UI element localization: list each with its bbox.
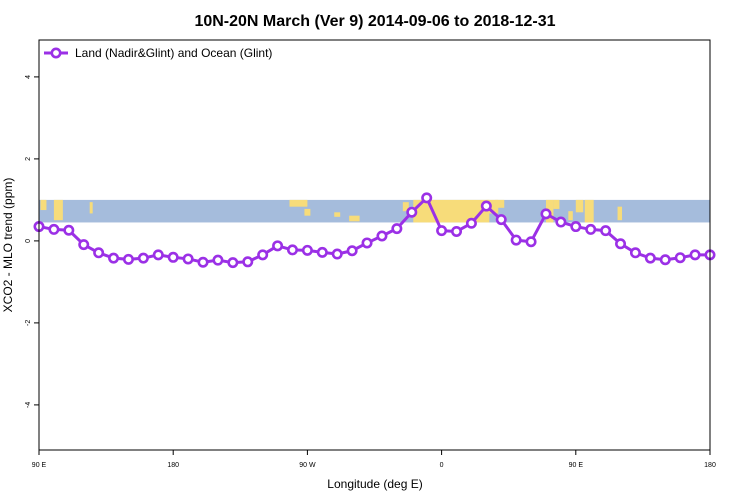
y-tick-label: -4 [25,402,32,408]
data-point [465,217,477,229]
data-point [63,224,75,236]
x-tick-label: 90 E [569,462,584,469]
data-point [257,249,269,261]
legend-label: Land (Nadir&Glint) and Ocean (Glint) [75,46,272,60]
land-patch [575,199,584,213]
data-point [406,206,418,218]
data-point [600,225,612,237]
data-point [510,234,522,246]
data-point [331,248,343,260]
data-point [659,254,671,266]
land-patch [304,208,311,216]
x-tick-label: 90 W [299,462,316,469]
data-point [555,216,567,228]
data-point [361,237,373,249]
data-point [212,254,224,266]
data-point [436,225,448,237]
land-patch [617,206,623,221]
data-point [376,230,388,242]
land-patch [495,199,505,208]
data-point [316,246,328,258]
axes: 90 E 180 90 W 0 90 E 180 -4 -2 0 2 4 [25,75,716,469]
data-point [286,244,298,256]
data-point [152,249,164,261]
series-line [38,196,710,265]
land-patch [349,215,360,222]
land-ocean-band [39,199,710,223]
data-point [272,240,284,252]
data-point [346,245,358,257]
data-point [674,252,686,264]
chart-title: 10N-20N March (Ver 9) 2014-09-06 to 2018… [194,13,555,30]
data-point [48,223,60,235]
data-point [480,200,492,212]
data-point [585,223,597,235]
data-point [421,192,433,204]
data-point [525,236,537,248]
land-patch [584,199,594,223]
y-tick-label: 2 [25,157,32,161]
data-point [644,252,656,264]
data-point [391,223,403,235]
data-point [570,221,582,233]
data-point [451,225,463,237]
data-point [167,251,179,263]
data-point [615,238,627,250]
data-point [182,253,194,265]
data-point [301,244,313,256]
ocean-band [39,199,710,223]
land-patch [289,199,308,207]
data-point [629,247,641,259]
y-tick-label: -2 [25,320,32,326]
land-patch [486,199,499,214]
y-tick-label: 4 [25,75,32,79]
data-point [108,252,120,264]
x-tick-label: 0 [440,462,444,469]
data-point [540,208,552,220]
land-patch [568,211,573,221]
x-tick-label: 90 E [32,462,47,469]
y-tick-label: 0 [25,239,32,243]
land-patch [53,199,63,221]
x-tick-label: 180 [704,462,716,469]
data-point [93,247,105,259]
land-patch [89,202,93,214]
data-point [78,239,90,251]
data-point [197,256,209,268]
legend: Land (Nadir&Glint) and Ocean (Glint) [44,46,272,60]
data-point [495,214,507,226]
series-layer [33,192,716,269]
x-axis-label: Longitude (deg E) [327,477,422,491]
y-axis-label: XCO2 - MLO trend (ppm) [1,178,15,313]
legend-marker-swatch [50,47,62,59]
land-patch [402,202,409,212]
x-tick-label: 180 [167,462,179,469]
data-point [137,252,149,264]
land-patch [40,199,47,211]
land-patch [334,212,341,217]
data-point [122,253,134,265]
land-patch [426,199,490,223]
data-point [689,249,701,261]
land-patch [553,199,560,209]
plot-frame [38,39,711,451]
data-point [227,257,239,269]
data-point [242,256,254,268]
